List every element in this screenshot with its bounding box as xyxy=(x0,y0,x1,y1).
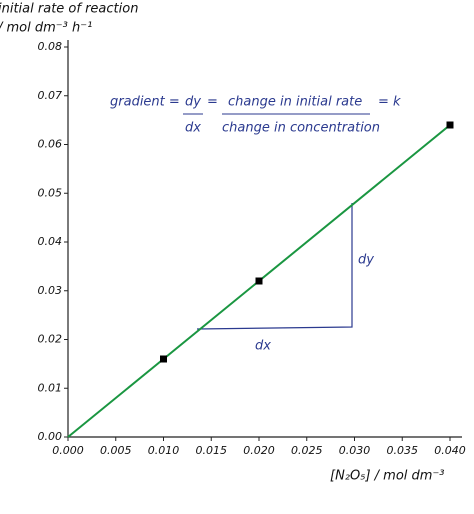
x-tick-label: 0.015 xyxy=(196,444,228,457)
data-point xyxy=(446,121,454,129)
y-tick-label: 0.00 xyxy=(38,430,63,443)
x-tick-label: 0.005 xyxy=(100,444,132,457)
annotation: dy xyxy=(358,253,374,268)
x-axis-label: [N₂O₅] / mol dm⁻³ xyxy=(330,469,445,484)
y-tick-label: 0.05 xyxy=(38,186,63,199)
annotation: = xyxy=(207,95,218,110)
x-tick-label: 0.020 xyxy=(243,444,275,457)
annotation: change in concentration xyxy=(222,121,380,136)
x-tick-label: 0.025 xyxy=(291,444,323,457)
y-tick-label: 0.06 xyxy=(38,138,63,151)
y-tick-label: 0.02 xyxy=(38,333,63,346)
y-tick-label: 0.03 xyxy=(38,284,63,297)
annotation: dy xyxy=(185,95,201,110)
annotation: = k xyxy=(378,95,401,110)
y-tick-label: 0.08 xyxy=(38,40,63,53)
y-tick-label: 0.01 xyxy=(38,381,63,394)
data-point xyxy=(255,277,263,285)
gradient-triangle xyxy=(196,203,353,330)
annotation: change in initial rate xyxy=(228,95,362,110)
x-tick-label: 0.035 xyxy=(387,444,419,457)
y-axis-label: initial rate of reaction xyxy=(0,2,138,17)
x-tick-label: 0.040 xyxy=(434,444,466,457)
x-tick-label: 0.030 xyxy=(339,444,371,457)
y-axis-label: / mol dm⁻³ h⁻¹ xyxy=(0,21,92,36)
annotation: dx xyxy=(185,121,201,136)
x-tick-label: 0.010 xyxy=(148,444,180,457)
data-point xyxy=(160,355,167,363)
annotation: gradient = xyxy=(110,95,180,110)
y-tick-label: 0.07 xyxy=(38,89,63,102)
y-tick-label: 0.04 xyxy=(38,235,63,248)
x-tick-label: 0.000 xyxy=(52,444,84,457)
annotation: dx xyxy=(255,339,271,354)
